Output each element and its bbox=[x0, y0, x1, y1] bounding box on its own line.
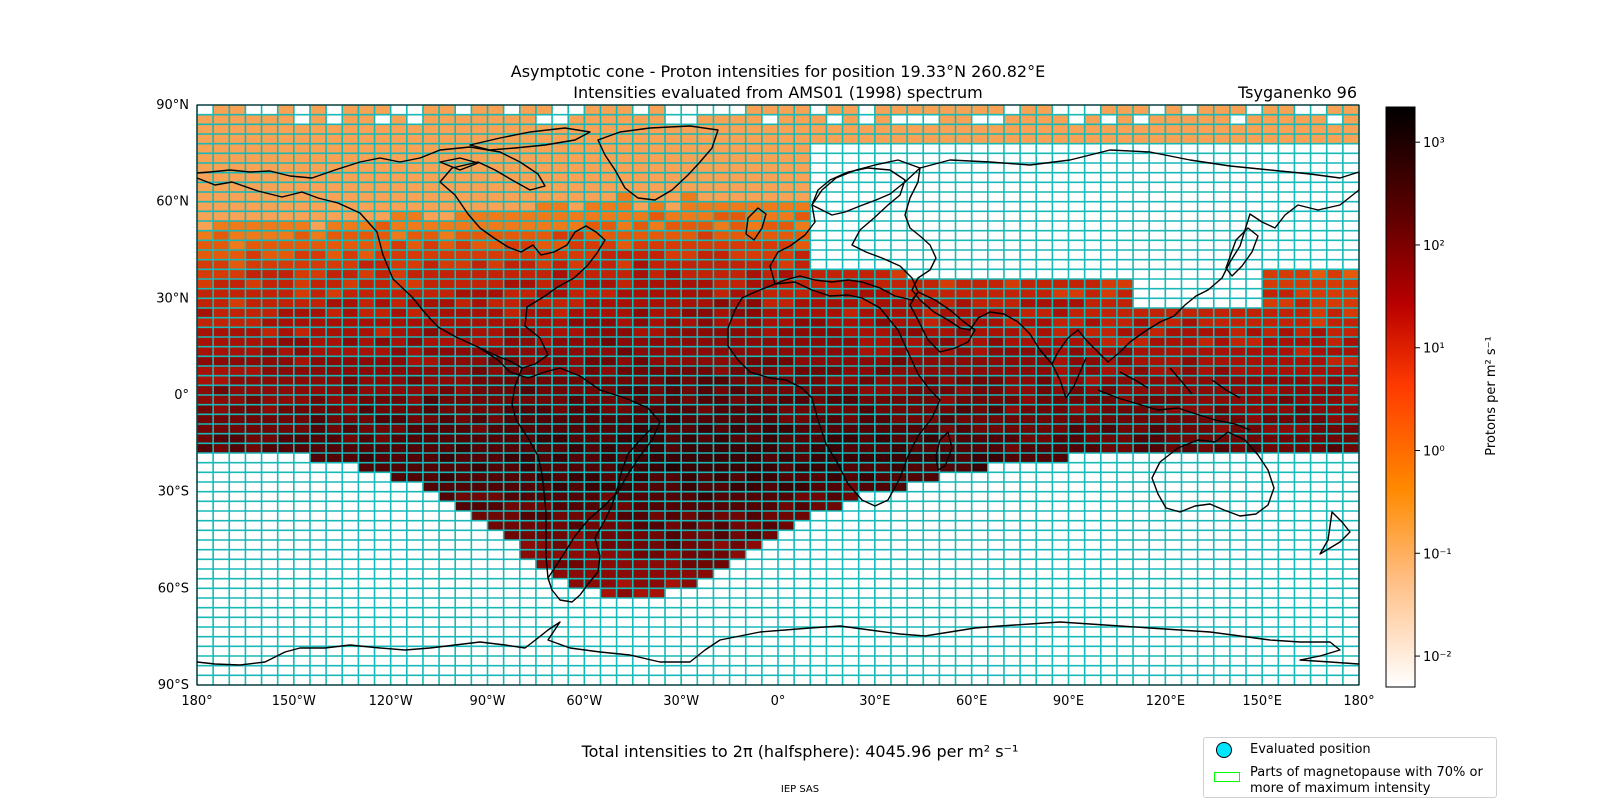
colorbar-tick-label: 10⁰ bbox=[1423, 445, 1445, 460]
coast-south-america bbox=[477, 346, 661, 603]
coast-greenland bbox=[597, 125, 719, 201]
lon-tick-label: 30°W bbox=[663, 694, 699, 709]
colorbar-ticks: 10³ 10² 10¹ 10⁰ 10⁻¹ 10⁻² bbox=[1415, 136, 1452, 665]
legend-evaluated-position: Evaluated position bbox=[1250, 742, 1371, 757]
coast-japan bbox=[1225, 227, 1259, 277]
colorbar-tick-label: 10⁻¹ bbox=[1423, 547, 1452, 562]
lon-tick-label: 120°W bbox=[369, 694, 413, 709]
coastlines bbox=[196, 125, 1360, 666]
legend-magnetopause: Parts of magnetopause with 70% or more o… bbox=[1250, 765, 1483, 796]
coast-antarctica bbox=[196, 621, 1360, 666]
lon-tick-label: 60°W bbox=[566, 694, 602, 709]
lat-tick-label: 90°N bbox=[156, 98, 189, 113]
coast-africa bbox=[727, 281, 941, 507]
lon-tick-label: 180° bbox=[181, 694, 212, 709]
credit-label: IEP SAS bbox=[780, 784, 820, 795]
model-label: Tsyganenko 96 bbox=[1237, 83, 1357, 102]
colorbar-gradient bbox=[1385, 106, 1416, 688]
coast-new-zealand bbox=[1319, 511, 1351, 555]
colorbar-label: Protons per m² s⁻¹ bbox=[1484, 336, 1499, 455]
lon-tick-label: 60°E bbox=[956, 694, 987, 709]
coast-scandinavia bbox=[811, 159, 921, 216]
legend: Evaluated position Parts of magnetopause… bbox=[1203, 737, 1497, 798]
longitude-tick-labels: 180° 150°W 120°W 90°W 60°W 30°W 0° 30°E 60°E 90°E… bbox=[181, 694, 1374, 709]
lat-tick-label: 60°N bbox=[156, 195, 189, 210]
title-line-2: Intensities evaluated from AMS01 (1998) … bbox=[573, 83, 982, 102]
coast-europe bbox=[769, 167, 919, 301]
coast-south-america-west bbox=[511, 367, 549, 579]
title-line-1: Asymptotic cone - Proton intensities for… bbox=[511, 62, 1045, 81]
map-panel bbox=[196, 104, 1360, 686]
coast-madagascar bbox=[935, 431, 953, 471]
latitude-tick-labels: 90°N 60°N 30°N 0° 30°S 60°S 90°S bbox=[156, 98, 189, 693]
coast-india bbox=[1039, 349, 1087, 399]
colorbar-tick-label: 10² bbox=[1423, 239, 1445, 254]
evaluated-position-marker-icon bbox=[1216, 742, 1232, 758]
colorbar: 10³ 10² 10¹ 10⁰ 10⁻¹ 10⁻² Protons per m² s⁻¹ bbox=[1385, 106, 1499, 688]
coast-arctic-islands bbox=[439, 127, 591, 171]
colorbar-tick-label: 10¹ bbox=[1423, 342, 1445, 357]
grid-lines bbox=[196, 104, 1360, 686]
coast-british-isles bbox=[745, 207, 767, 241]
intensity-cells bbox=[197, 105, 1359, 598]
coast-arabia bbox=[909, 291, 976, 353]
lon-tick-label: 150°W bbox=[272, 694, 316, 709]
colorbar-tick-label: 10³ bbox=[1423, 136, 1445, 151]
lon-tick-label: 90°W bbox=[470, 694, 506, 709]
coast-asia bbox=[904, 149, 1360, 365]
lon-tick-label: 90°E bbox=[1053, 694, 1084, 709]
lat-tick-label: 30°N bbox=[156, 291, 189, 306]
lon-tick-label: 120°E bbox=[1146, 694, 1186, 709]
lon-tick-label: 0° bbox=[771, 694, 786, 709]
coast-north-america bbox=[196, 146, 606, 369]
lat-tick-label: 30°S bbox=[158, 485, 189, 500]
coast-indonesia bbox=[1097, 367, 1251, 431]
lat-tick-label: 90°S bbox=[158, 678, 189, 693]
lon-tick-label: 150°E bbox=[1242, 694, 1282, 709]
total-intensity-label: Total intensities to 2π (halfsphere): 40… bbox=[581, 742, 1019, 761]
coast-australia bbox=[1151, 431, 1275, 517]
lon-tick-label: 180° bbox=[1343, 694, 1374, 709]
lat-tick-label: 60°S bbox=[158, 581, 189, 596]
lon-tick-label: 30°E bbox=[859, 694, 890, 709]
lat-tick-label: 0° bbox=[174, 388, 189, 403]
magnetopause-marker-icon bbox=[1214, 772, 1240, 782]
colorbar-tick-label: 10⁻² bbox=[1423, 650, 1452, 665]
